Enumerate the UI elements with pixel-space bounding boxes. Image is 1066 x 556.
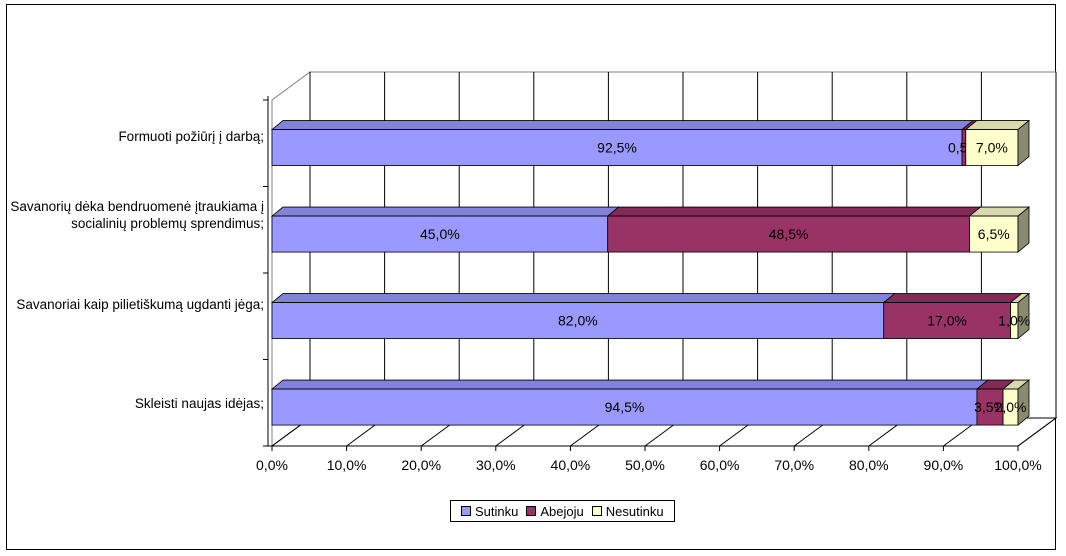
floor-gridline — [1017, 417, 1057, 447]
bar-segment — [271, 388, 978, 426]
x-tick-label: 50,0% — [625, 457, 665, 473]
x-tick-label: 30,0% — [476, 457, 516, 473]
category-label-1: Formuoti požiūrį į darbą; — [118, 129, 264, 144]
x-tick-label: 100,0% — [994, 457, 1041, 473]
data-label: 7,0% — [976, 140, 1008, 156]
bar-side — [1017, 292, 1030, 340]
chart-legend: Sutinku Abejoju Nesutinku — [450, 500, 675, 522]
data-label: 94,5% — [605, 399, 645, 415]
bar-segment — [271, 215, 609, 253]
bar-top — [882, 293, 1023, 303]
category-label-4: Skleisti naujas idėjas; — [134, 396, 264, 411]
data-label: 2,0% — [995, 399, 1027, 415]
bar-side — [1017, 119, 1030, 167]
x-tick-label: 60,0% — [700, 457, 740, 473]
data-label: 82,0% — [558, 313, 598, 329]
x-tick-label: 40,0% — [551, 457, 591, 473]
legend-swatch-sutinku — [461, 506, 471, 516]
legend-item-nesutinku: Nesutinku — [591, 503, 664, 519]
bar-top — [270, 293, 896, 303]
category-label-2: Savanorių dėka bendruomenė įtraukiama į … — [10, 199, 264, 231]
bar-segment — [607, 215, 970, 253]
bar-top — [270, 120, 975, 130]
bar-segment — [969, 215, 1019, 253]
bar-top — [270, 206, 620, 217]
legend-item-sutinku: Sutinku — [461, 504, 518, 519]
x-tick-label: 0,0% — [256, 457, 288, 473]
legend-label-sutinku: Sutinku — [475, 503, 519, 519]
data-label: 17,0% — [927, 313, 967, 329]
x-tick-label: 20,0% — [401, 457, 441, 473]
data-label: 1,0% — [998, 313, 1030, 329]
legend-label-nesutinku: Nesutinku — [605, 503, 664, 519]
x-tick-label: 10,0% — [327, 457, 367, 473]
legend-swatch-nesutinku — [591, 506, 602, 516]
bar-segment — [976, 388, 1004, 426]
x-tick-label: 80,0% — [849, 457, 889, 473]
data-label: 3,5% — [974, 399, 1006, 415]
bar-top — [606, 206, 982, 217]
data-label: 6,5% — [978, 226, 1010, 242]
bar-side — [1017, 379, 1030, 426]
x-tick-label: 70,0% — [774, 457, 814, 473]
bar-segment — [883, 302, 1011, 339]
legend-swatch-abejoju — [526, 506, 537, 516]
data-label: 48,5% — [769, 226, 809, 242]
data-label: 92,5% — [597, 140, 637, 156]
legend-item-abejoju: Abejoju — [526, 503, 584, 519]
bar-side — [1017, 206, 1030, 253]
bar-segment — [271, 129, 963, 166]
data-label: 45,0% — [420, 226, 460, 242]
x-tick-label: 90,0% — [924, 457, 964, 473]
bar-top — [270, 379, 990, 390]
category-label-3: Savanoriai kaip pilietiškumą ugdanti jėg… — [16, 297, 264, 312]
legend-label-abejoju: Abejoju — [540, 503, 584, 519]
